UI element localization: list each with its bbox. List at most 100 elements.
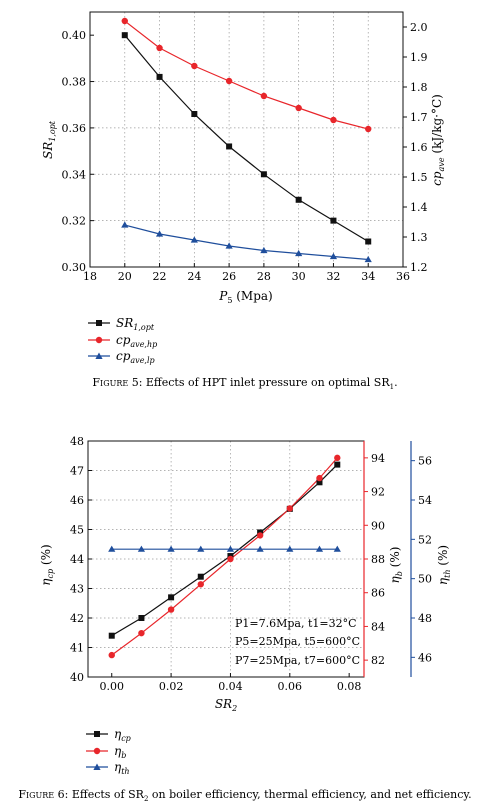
fig5-point-sr <box>226 143 233 150</box>
fig5-y-tick-label: 0.40 <box>62 29 87 42</box>
fig5-caption: Figure 5: Effects of HPT inlet pressure … <box>92 376 397 391</box>
fig5-right-tick-label: 2.0 <box>410 21 428 34</box>
fig6-legend-marker-b <box>93 747 101 755</box>
fig6-caption: Figure 6: Effects of SR2 on boiler effic… <box>18 788 471 803</box>
fig5-point-sr <box>295 196 302 203</box>
fig5-x-tick-label: 22 <box>153 270 167 283</box>
fig6-y3-axis-label: ηth (%) <box>436 545 452 585</box>
fig5-right-tick-label: 1.2 <box>410 261 428 274</box>
fig6-far-right-tick-label: 50 <box>418 573 432 586</box>
fig6-point-b <box>227 555 234 563</box>
fig6-point-th <box>315 545 324 552</box>
fig5-point-hp <box>260 92 268 100</box>
fig5-point-lp <box>260 246 268 254</box>
fig6-y-tick-label: 40 <box>70 671 84 684</box>
fig6-far-right-tick-label: 46 <box>418 651 432 664</box>
fig5-point-lp <box>190 236 198 243</box>
fig6-right-tick-label: 88 <box>371 553 385 566</box>
fig6-y-tick-label: 45 <box>70 524 84 537</box>
fig6-x-axis-label: SR2 <box>215 697 237 713</box>
fig5-point-lp <box>225 242 233 249</box>
fig6-x-tick-label: 0.04 <box>218 680 243 693</box>
fig5-legend-marker-sr <box>96 320 102 326</box>
fig6-y-tick-label: 42 <box>70 612 84 625</box>
fig6-far-right-tick-label: 56 <box>418 455 432 468</box>
fig5-x-tick-label: 26 <box>222 270 236 283</box>
fig6-point-th <box>226 545 235 552</box>
fig6-series-line-cp <box>111 464 338 637</box>
fig6-point-cp <box>197 573 204 580</box>
fig6-far-right-tick-label: 54 <box>418 494 432 507</box>
fig5-point-hp <box>365 125 372 133</box>
fig5-point-sr <box>365 238 372 245</box>
fig6-point-th <box>137 545 146 552</box>
fig5-x-tick-label: 20 <box>118 270 132 283</box>
fig6-y-tick-label: 41 <box>70 642 84 655</box>
fig5-series-line-hp <box>124 20 369 130</box>
fig5-legend: SR1,opt cpave,hp cpave,lp <box>88 316 157 365</box>
fig5-point-lp <box>155 230 164 237</box>
fig6-y-axis-label: ηcp (%) <box>39 544 55 585</box>
fig5-y-tick-label: 0.38 <box>62 76 87 89</box>
fig6-point-b <box>108 651 115 659</box>
fig6-legend-label-th: ηth <box>114 760 130 776</box>
fig6-y-tick-label: 43 <box>70 583 84 596</box>
fig5-series-line-lp <box>124 224 369 261</box>
fig6-right-tick-label: 90 <box>371 519 385 532</box>
fig6-point-th <box>167 545 175 552</box>
fig6-legend-label-cp: ηcp <box>114 727 131 743</box>
fig6-point-th <box>333 545 341 552</box>
fig6-axes: 0.00 0.02 0.04 0.06 0.08 40 41 42 43 44 45 46 47 48 82… <box>70 435 432 693</box>
fig5-point-sr <box>191 111 198 117</box>
fig5-legend-item-lp: cpave,lp <box>88 349 155 365</box>
fig6-annotations: P1=7.6Mpa, t1=32°C P5=25Mpa, t5=600°C P7… <box>235 617 360 667</box>
fig5-point-sr <box>260 171 267 178</box>
fig5-right-tick-label: 1.3 <box>410 231 428 244</box>
fig6-annotation-3: P7=25Mpa, t7=600°C <box>235 654 360 667</box>
fig5-legend-label-sr: SR1,opt <box>116 316 155 332</box>
fig5-point-hp <box>295 104 302 112</box>
fig5-markers <box>121 17 372 263</box>
fig5-right-tick-label: 1.6 <box>410 141 428 154</box>
fig6-point-cp <box>316 479 323 486</box>
fig6-point-th <box>108 545 116 552</box>
fig5-x-tick-label: 30 <box>292 270 306 283</box>
fig5-series-lines <box>124 20 369 261</box>
fig6-legend-label-b: ηb <box>114 744 126 760</box>
fig5-y-tick-label: 0.30 <box>62 261 87 274</box>
fig6-x-tick-label: 0.00 <box>99 680 124 693</box>
fig6-point-b <box>167 606 175 613</box>
fig6-x-tick-label: 0.08 <box>337 680 362 693</box>
fig5-y-axis-label: SR1,opt <box>41 120 57 159</box>
fig6-far-right-tick-label: 48 <box>418 612 432 625</box>
fig5-plot-frame <box>89 11 404 268</box>
fig5-legend-label-lp: cpave,lp <box>116 349 155 365</box>
fig6-y2-axis-label: ηb (%) <box>388 547 404 584</box>
fig5-x-tick-label: 28 <box>257 270 271 283</box>
fig6-point-cp <box>168 594 175 601</box>
fig6-legend-item-b: ηb <box>86 744 126 760</box>
fig5-point-lp <box>121 221 129 228</box>
fig5-y-tick-label: 0.36 <box>62 122 87 135</box>
fig6-point-th <box>256 545 264 552</box>
fig6-point-b <box>334 454 341 462</box>
fig5-right-tick-label: 1.8 <box>410 81 428 94</box>
fig5-right-tick-label: 1.7 <box>410 111 428 124</box>
fig6-point-b <box>256 532 264 539</box>
fig6-legend-item-th: ηth <box>86 760 130 776</box>
fig6-markers <box>108 454 341 659</box>
fig5-x-tick-label: 18 <box>83 270 97 283</box>
fig6-y-tick-label: 44 <box>70 553 84 566</box>
fig6-annotation-1: P1=7.6Mpa, t1=32°C <box>235 617 357 630</box>
fig5-right-tick-label: 1.9 <box>410 51 428 64</box>
fig5-x-tick-label: 34 <box>361 270 375 283</box>
fig6-point-b <box>197 581 204 588</box>
fig6-right-tick-label: 84 <box>371 620 385 633</box>
fig5-y-tick-label: 0.32 <box>62 215 87 228</box>
fig5-point-hp <box>121 17 128 25</box>
fig6-point-th <box>197 545 205 552</box>
fig5-point-lp <box>364 255 372 263</box>
fig5-right-tick-label: 1.4 <box>410 201 428 214</box>
fig6-y-tick-label: 47 <box>70 465 84 478</box>
